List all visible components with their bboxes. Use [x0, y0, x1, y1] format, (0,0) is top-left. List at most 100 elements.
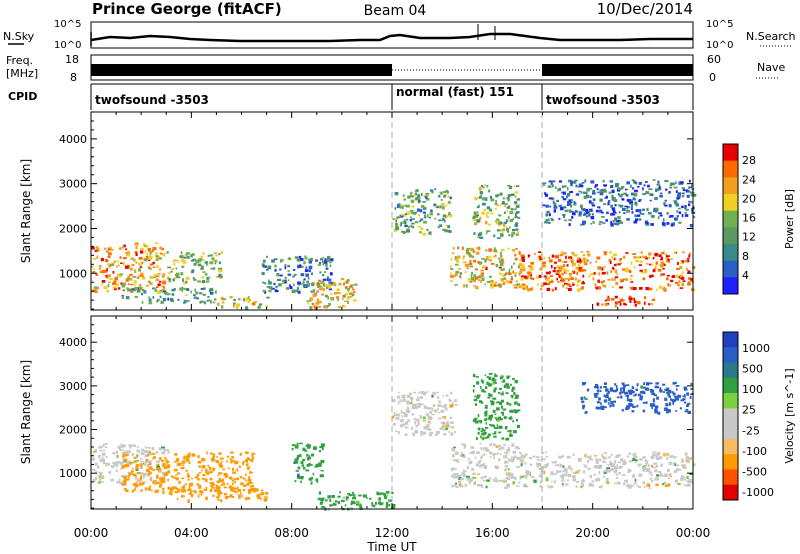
- heatmap-cell: [572, 283, 575, 286]
- heatmap-cell: [519, 286, 522, 289]
- heatmap-cell: [130, 473, 134, 476]
- heatmap-cell: [495, 194, 499, 198]
- heatmap-cell: [546, 213, 548, 215]
- heatmap-cell: [614, 204, 617, 207]
- heatmap-cell: [216, 486, 221, 490]
- velocity-colorbar-swatch: [723, 408, 738, 425]
- heatmap-cell: [516, 198, 520, 201]
- heatmap-cell: [124, 464, 128, 468]
- heatmap-cell: [439, 427, 443, 430]
- heatmap-cell: [484, 475, 487, 478]
- heatmap-cell: [148, 460, 152, 463]
- heatmap-cell: [212, 468, 215, 472]
- heatmap-cell: [245, 297, 250, 301]
- heatmap-cell: [692, 266, 696, 269]
- heatmap-cell: [180, 272, 184, 276]
- heatmap-cell: [486, 255, 488, 259]
- heatmap-cell: [198, 465, 202, 468]
- heatmap-cell: [673, 186, 678, 189]
- heatmap-cell: [246, 466, 251, 469]
- heatmap-cell: [542, 458, 546, 460]
- heatmap-cell: [672, 382, 676, 385]
- heatmap-cell: [464, 264, 469, 267]
- heatmap-region: [472, 184, 521, 239]
- heatmap-cell: [457, 480, 462, 484]
- heatmap-cell: [173, 476, 176, 479]
- nsky-tick-bottom-left: 10^0: [54, 40, 81, 51]
- heatmap-cell: [534, 252, 536, 256]
- heatmap-cell: [621, 409, 624, 412]
- heatmap-cell: [499, 251, 502, 255]
- heatmap-cell: [503, 455, 505, 459]
- heatmap-cell: [492, 379, 497, 382]
- heatmap-cell: [120, 475, 123, 478]
- heatmap-cell: [233, 299, 236, 301]
- heatmap-cell: [608, 191, 612, 194]
- heatmap-cell: [479, 442, 482, 445]
- heatmap-cell: [140, 457, 143, 460]
- heatmap-cell: [457, 246, 460, 250]
- heatmap-cell: [149, 453, 152, 456]
- heatmap-cell: [615, 473, 618, 476]
- heatmap-cell: [499, 221, 503, 225]
- heatmap-cell: [442, 217, 445, 221]
- heatmap-cell: [256, 494, 261, 497]
- heatmap-cell: [437, 396, 440, 399]
- heatmap-cell: [636, 214, 641, 217]
- heatmap-cell: [479, 236, 484, 239]
- heatmap-cell: [632, 386, 635, 389]
- heatmap-cell: [426, 193, 429, 196]
- heatmap-cell: [227, 467, 230, 470]
- heatmap-cell: [150, 467, 154, 470]
- heatmap-cell: [514, 216, 518, 218]
- heatmap-cell: [531, 476, 535, 479]
- heatmap-cell: [586, 187, 590, 192]
- heatmap-cell: [366, 497, 368, 499]
- heatmap-cell: [122, 289, 125, 292]
- heatmap-cell: [510, 194, 514, 196]
- heatmap-cell: [653, 207, 658, 210]
- heatmap-cell: [564, 219, 567, 222]
- heatmap-cell: [125, 265, 129, 269]
- heatmap-cell: [408, 196, 411, 199]
- heatmap-cell: [486, 215, 489, 218]
- heatmap-cell: [551, 288, 555, 292]
- heatmap-cell: [391, 504, 396, 507]
- heatmap-cell: [651, 392, 656, 396]
- heatmap-cell: [222, 468, 225, 471]
- heatmap-cell: [609, 468, 613, 471]
- heatmap-cell: [505, 226, 508, 229]
- heatmap-cell: [513, 249, 516, 253]
- heatmap-cell: [298, 283, 301, 286]
- heatmap-cell: [385, 491, 390, 494]
- heatmap-cell: [482, 453, 486, 456]
- heatmap-cell: [218, 463, 222, 467]
- heatmap-cell: [667, 468, 670, 472]
- heatmap-cell: [558, 204, 563, 208]
- y-tick-label: 2000: [59, 222, 87, 235]
- heatmap-cell: [330, 293, 333, 296]
- heatmap-cell: [445, 428, 449, 430]
- heatmap-cell: [511, 386, 515, 390]
- heatmap-cell: [532, 455, 536, 458]
- heatmap-cell: [300, 480, 302, 483]
- heatmap-cell: [510, 394, 514, 397]
- heatmap-cell: [618, 392, 622, 395]
- heatmap-cell: [348, 286, 352, 288]
- heatmap-cell: [659, 456, 663, 460]
- heatmap-cell: [153, 274, 156, 276]
- heatmap-cell: [176, 498, 179, 501]
- heatmap-cell: [167, 486, 171, 489]
- heatmap-cell: [183, 301, 186, 304]
- heatmap-cell: [516, 231, 520, 235]
- heatmap-cell: [683, 401, 687, 404]
- heatmap-cell: [558, 187, 562, 191]
- heatmap-cell: [556, 277, 559, 281]
- heatmap-cell: [625, 479, 629, 483]
- heatmap-cell: [240, 495, 244, 498]
- heatmap-cell: [672, 392, 676, 396]
- heatmap-cell: [169, 297, 174, 301]
- heatmap-cell: [174, 490, 179, 494]
- heatmap-cell: [595, 209, 599, 213]
- heatmap-cell: [646, 483, 651, 487]
